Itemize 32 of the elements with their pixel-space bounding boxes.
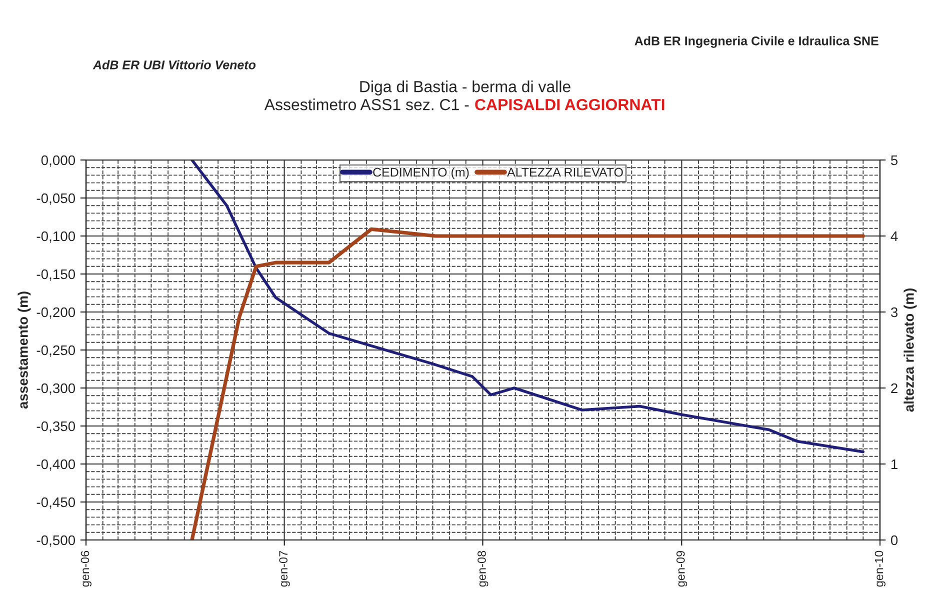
x-tick-label: gen-06 [80,550,92,587]
y-tick-label: -0,250 [36,345,76,357]
x-tick-label: gen-07 [279,551,290,587]
y2-tick-label: 5 [890,155,898,166]
y-axis-title: assestamento (m) [18,292,31,409]
y-tick-label: -0,450 [36,497,76,509]
y2-tick-label: 0 [890,535,898,546]
legend-label: ALTEZZA RILEVATO [507,168,623,177]
y2-tick-label: 2 [891,383,898,394]
legend-label: CEDIMENTO (m) [373,168,469,180]
x-tick-label: gen-09 [676,550,688,587]
line-series [190,160,865,454]
y-tick-label: 0,000 [41,155,76,167]
y-tick-label: -0,200 [36,307,76,319]
x-tick-label: gen-10 [874,550,886,587]
text: AdB ER UBI Vittorio Veneto [92,60,256,70]
text: AdB ER Ingegneria Civile e Idraulica SNE [634,36,878,48]
y-tick-label: -0,500 [36,535,76,547]
y-tick-label: -0,350 [36,421,76,433]
y2-tick-label: 3 [890,307,898,318]
y2-tick-label: 4 [890,231,898,242]
y-tick-label: -0,100 [36,231,76,243]
y-tick-label: -0,300 [36,383,76,395]
y2-axis-title: altezza rilevato (m) [904,288,917,412]
y2-tick-label: 1 [891,459,898,470]
chart-title: Diga di Bastia - berma di valle [360,80,570,96]
y-tick-label: -0,150 [36,269,76,281]
chart-subtitle: Assestimetro ASS1 sez. C1 - CAPISALDI AGGIORNATI [264,98,664,110]
x-tick-label: gen-08 [478,550,488,587]
y-tick-label: -0,400 [36,459,76,471]
line-series [190,227,865,540]
y-tick-label: -0,050 [36,193,76,205]
